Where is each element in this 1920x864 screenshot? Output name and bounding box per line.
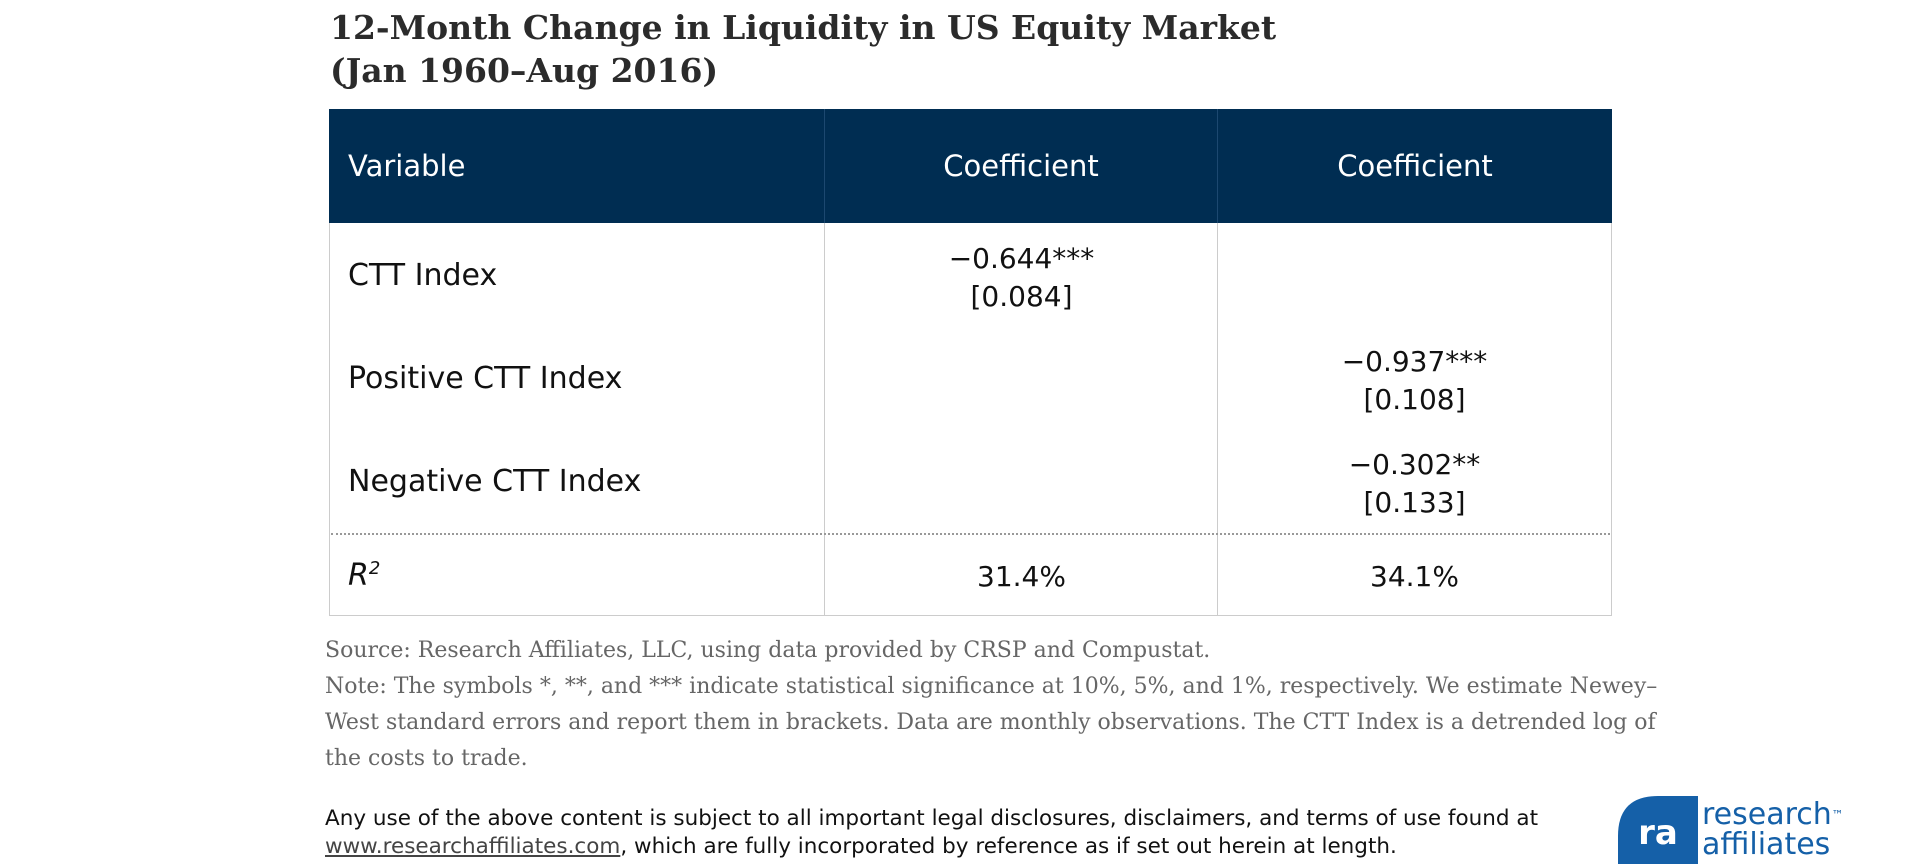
note-line: the costs to trade. (325, 746, 528, 771)
logo-line: affiliates (1702, 827, 1831, 862)
std-error: [0.133] (1363, 486, 1466, 519)
logo-tm: ™ (1831, 808, 1844, 822)
logo-line: research (1702, 797, 1832, 832)
r2-label: R2 (348, 558, 380, 593)
title-line: 12-Month Change in Liquidity in US Equit… (330, 8, 1277, 47)
disclaimer: Any use of the above content is subject … (325, 806, 1538, 831)
r2-symbol: R (348, 558, 369, 593)
column-divider (824, 223, 825, 616)
disclaimer-end: , which are fully incorporated by refere… (620, 834, 1397, 859)
row-separator (331, 533, 1610, 535)
link[interactable]: www.researchaffiliates.com (325, 834, 621, 859)
header-divider (1217, 109, 1218, 223)
column-header: Coefficient (1337, 149, 1493, 183)
coefficient: −0.644*** (948, 242, 1095, 275)
logo-text: research™ affiliates (1702, 800, 1844, 860)
coefficient: −0.937*** (1341, 345, 1488, 378)
logo-mark: ra (1618, 796, 1698, 864)
title-line: (Jan 1960–Aug 2016) (330, 51, 719, 90)
std-error: [0.084] (970, 280, 1073, 313)
column-header: Variable (348, 149, 466, 183)
svg-text:ra: ra (1638, 813, 1678, 853)
r2-value: 34.1% (1370, 560, 1459, 593)
row-label: Negative CTT Index (348, 464, 642, 499)
coefficient: −0.302** (1348, 448, 1481, 481)
r2-superscript: 2 (368, 558, 381, 579)
note-line: West standard errors and report them in … (325, 710, 1656, 735)
note-line: Note: The symbols *, **, and *** indicat… (325, 674, 1658, 699)
source: Source: Research Affiliates, LLC, using … (325, 638, 1211, 663)
header-divider (824, 109, 825, 223)
std-error: [0.108] (1363, 383, 1466, 416)
row-label: CTT Index (348, 258, 498, 293)
disclaimer-line: www.researchaffiliates.com, which are fu… (325, 834, 1397, 859)
header-row (329, 109, 1612, 223)
r2-value: 31.4% (977, 560, 1066, 593)
row-label: Positive CTT Index (348, 361, 623, 396)
column-divider (1217, 223, 1218, 616)
column-header: Coefficient (943, 149, 1099, 183)
